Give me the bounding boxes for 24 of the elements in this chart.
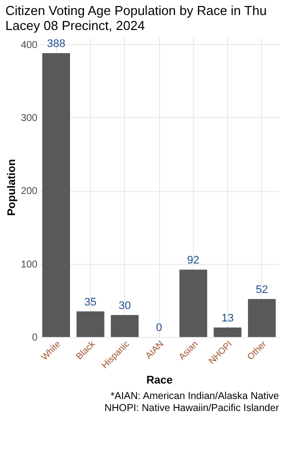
- bar: [248, 298, 276, 337]
- data-label: 92: [187, 254, 200, 267]
- data-label: 35: [84, 296, 97, 308]
- y-tick-label: 0: [32, 332, 38, 344]
- data-label: 0: [156, 322, 162, 334]
- y-axis-title: Population: [6, 158, 18, 216]
- data-label: 388: [46, 38, 66, 50]
- data-label: 52: [256, 284, 268, 296]
- bar: [179, 270, 208, 337]
- x-axis-title: Race: [146, 374, 173, 386]
- y-tick-label: 200: [20, 186, 38, 198]
- bar: [76, 311, 104, 337]
- data-label: 30: [118, 300, 131, 312]
- data-label: 13: [221, 312, 234, 324]
- text: Citizen Voting Age Population by Race in Thu: [5, 3, 267, 18]
- bar: [214, 327, 242, 337]
- y-tick-label: 300: [20, 112, 38, 124]
- text: Lacey 08 Precinct, 2024: [5, 18, 145, 33]
- y-tick-label: 400: [20, 40, 38, 51]
- bar: [42, 53, 70, 337]
- text: NHOPI: Native Hawaiin/Pacific Islander: [104, 403, 280, 414]
- bar: [110, 315, 139, 337]
- text: *AIAN: American Indian/Alaska Native: [110, 391, 280, 402]
- y-tick-label: 100: [20, 259, 38, 270]
